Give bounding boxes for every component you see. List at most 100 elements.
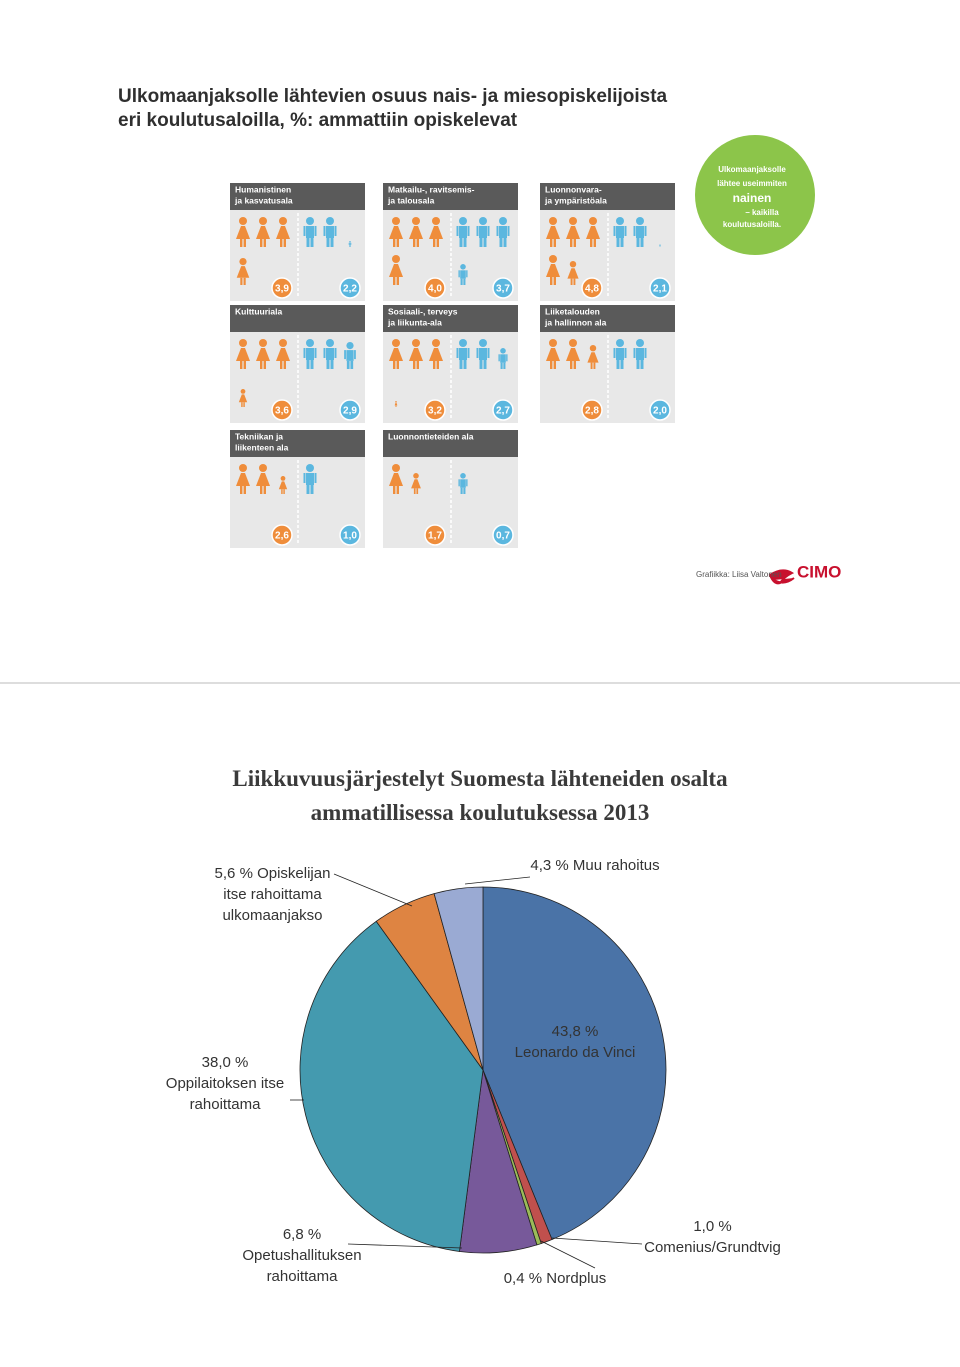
panel-title: ja ympäristöala	[544, 195, 607, 205]
figure-head	[432, 339, 440, 347]
figure-body	[256, 226, 270, 239]
slice-label: 6,8 % Opetushallituksen rahoittama	[222, 1224, 382, 1287]
slice-value-label: 0,4 %	[503, 1270, 543, 1287]
panel-title: ja hallinnon ala	[544, 317, 607, 327]
figure-body	[460, 479, 466, 488]
male-value-badge	[492, 277, 514, 299]
figure-head	[549, 255, 557, 263]
female-figure	[238, 389, 248, 407]
panel-title: Liiketalouden	[545, 306, 600, 316]
callout-text: Ulkomaanjaksolle	[718, 165, 786, 174]
figure-arm	[644, 348, 647, 358]
male-figure	[456, 339, 470, 369]
figure-body	[389, 348, 403, 361]
figure-leg	[263, 361, 266, 369]
female-figure	[409, 217, 423, 247]
figure-leg	[413, 361, 416, 369]
male-value-badge	[649, 277, 671, 299]
figure-head	[326, 217, 334, 225]
figure-arm	[487, 348, 490, 358]
figure-body	[586, 226, 600, 239]
panel-title: ja kasvatusala	[234, 195, 293, 205]
figure-body	[459, 348, 467, 360]
female-figure	[256, 339, 270, 369]
figure-head	[239, 464, 247, 472]
male-value-badge	[339, 399, 361, 421]
figure-leg	[550, 239, 553, 247]
figure-leg	[590, 362, 593, 369]
figure-head	[239, 217, 247, 225]
figure-leg	[240, 361, 243, 369]
figure-leg	[280, 361, 283, 369]
figure-arm	[624, 348, 627, 358]
male-figure	[498, 348, 508, 369]
figure-head	[412, 339, 420, 347]
figure-body	[389, 226, 403, 239]
figure-body	[238, 394, 248, 403]
figure-body	[566, 348, 580, 361]
male-figure	[348, 241, 352, 247]
figure-leg	[350, 245, 351, 247]
female-figure	[429, 339, 443, 369]
figure-leg	[243, 402, 245, 407]
credit: Grafiikka: Liisa Valtonen	[696, 570, 782, 579]
figure-leg	[573, 239, 576, 247]
figure-leg	[243, 277, 246, 285]
figure-leg	[263, 486, 266, 494]
panel-header	[230, 430, 365, 457]
figure-leg	[349, 245, 350, 247]
female-figure	[236, 217, 250, 247]
figure-leg	[306, 485, 310, 494]
female-figure	[587, 345, 599, 369]
figure-arm	[613, 348, 616, 358]
callout-text: koulutusaloilla.	[723, 220, 781, 229]
figure-arm	[644, 226, 647, 236]
figure-arm	[323, 226, 326, 236]
figure-head	[326, 339, 334, 347]
male-figure	[323, 217, 337, 247]
figure-leg	[393, 277, 396, 285]
figure-leg	[573, 278, 576, 285]
slice-value-label: 43,8 %	[551, 1023, 599, 1040]
figure-body	[546, 348, 560, 361]
figure-body	[236, 473, 250, 486]
figure-leg	[463, 238, 467, 247]
figure-head	[239, 339, 247, 347]
figure-head	[549, 339, 557, 347]
figure-body	[409, 348, 423, 361]
slice-label: 43,8 % Leonardo da Vinci	[485, 1021, 665, 1063]
figure-body	[546, 226, 560, 239]
figure-leg	[263, 239, 266, 247]
figure-leg	[590, 239, 593, 247]
figure-leg	[636, 360, 640, 369]
figure-leg	[306, 360, 310, 369]
figure-leg	[283, 361, 286, 369]
figure-body	[276, 348, 290, 361]
male-value-badge	[492, 399, 514, 421]
figure-head	[499, 217, 507, 225]
figure-leg	[463, 487, 466, 494]
figure-leg	[640, 360, 644, 369]
male-figure	[496, 217, 510, 247]
figure-leg	[620, 238, 624, 247]
figure-body	[636, 226, 644, 238]
figure-leg	[463, 360, 467, 369]
figure-leg	[593, 239, 596, 247]
male-value: 1,0	[343, 531, 357, 542]
figure-body	[479, 348, 487, 360]
leader-line	[464, 876, 531, 885]
slice-value-label: 1,0 %	[693, 1218, 732, 1235]
figure-body	[659, 244, 661, 247]
figure-head	[346, 342, 354, 350]
male-figure	[458, 264, 468, 285]
female-figure	[567, 261, 579, 285]
figure-arm	[303, 473, 306, 483]
figure-leg	[570, 239, 573, 247]
figure-leg	[240, 277, 243, 285]
slice-label: 38,0 % Oppilaitoksen itse rahoittama	[150, 1052, 300, 1115]
panel-title: Tekniikan ja	[235, 431, 283, 441]
figure-leg	[616, 360, 620, 369]
female-figure	[429, 217, 443, 247]
female-value: 4,8	[585, 284, 599, 295]
